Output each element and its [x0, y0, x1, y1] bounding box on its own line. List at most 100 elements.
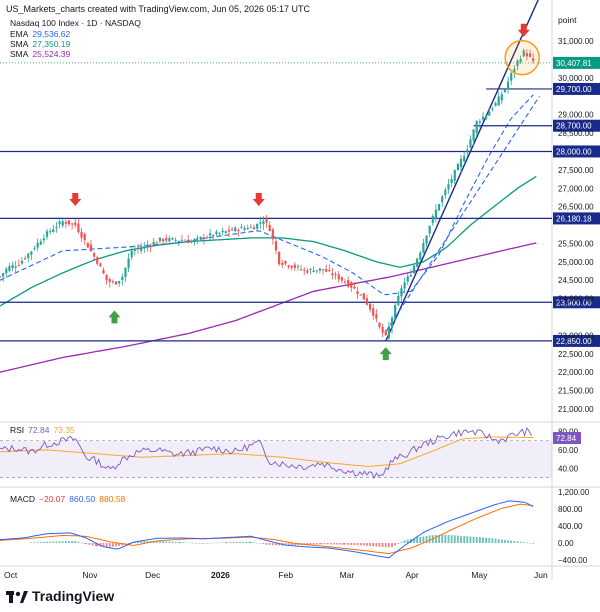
macd-hist-bar: [336, 543, 339, 545]
time-tick-label: 2026: [211, 570, 230, 580]
macd-hist-bar: [391, 543, 393, 548]
macd-hist-bar: [447, 534, 450, 543]
macd-hist-bar: [384, 543, 387, 548]
candle-body: [20, 260, 24, 264]
rsi-pane: 80.00 60.00 40.00 72.84: [0, 426, 581, 480]
candle-body: [111, 281, 115, 283]
candle-body: [412, 265, 416, 274]
legend-ema[interactable]: EMA 29,536.62: [10, 29, 70, 39]
candle-body: [234, 227, 237, 231]
macd-hist-bar: [284, 543, 287, 546]
price-tick-label: 27,500.00: [558, 166, 594, 175]
candle-body: [343, 281, 347, 283]
macd-hist-bar: [463, 536, 466, 543]
macd-hist-bar: [378, 543, 381, 547]
legend-sma-200[interactable]: SMA 25,524.39: [10, 49, 70, 59]
candle-body: [259, 222, 262, 224]
price-tick-label: 25,000.00: [558, 258, 594, 267]
legend-sma-50[interactable]: SMA 27,350.19: [10, 39, 70, 49]
macd-hist-bar: [137, 541, 139, 543]
candle-body: [271, 229, 274, 240]
tradingview-logo[interactable]: TradingView: [6, 588, 114, 604]
grid: [0, 0, 600, 580]
macd-hist-bar: [519, 541, 522, 543]
macd-hist-bar: [245, 541, 248, 543]
candle-body: [143, 246, 146, 249]
candle-body: [469, 139, 472, 148]
macd-hist-bar: [369, 543, 371, 547]
macd-hist-bar: [388, 543, 390, 548]
candle-body: [209, 233, 212, 236]
candle-body: [121, 276, 124, 281]
candle-body: [287, 265, 290, 267]
candle-body: [472, 129, 475, 141]
candle-body: [503, 89, 507, 92]
macd-hist-bar: [179, 542, 182, 543]
macd-hist-bar: [478, 537, 481, 543]
macd-hist-bar: [497, 539, 500, 543]
legend-sma-200-value: 25,524.39: [32, 49, 71, 59]
rsi-legend[interactable]: RSI 72.84 73.35: [10, 425, 75, 435]
time-tick-label: Apr: [405, 570, 418, 580]
macd-hist-bar: [507, 540, 509, 543]
tradingview-brand: TradingView: [32, 588, 115, 604]
candle-body: [444, 189, 447, 196]
candle-body: [199, 236, 202, 240]
candle-body: [146, 245, 149, 248]
price-tick-label: 31,000.00: [558, 37, 594, 46]
candle-body: [49, 231, 52, 233]
price-tick-label: 24,500.00: [558, 276, 594, 285]
level-label-box: [553, 296, 600, 309]
price-axis: point 31,000.00 30,000.00 29,000.00 28,500.0…: [558, 15, 594, 414]
candle-body: [400, 288, 403, 297]
candle-body: [516, 60, 519, 66]
macd-hist-bar: [397, 543, 400, 544]
macd-hist-bar: [185, 542, 188, 543]
candle-body: [365, 298, 369, 305]
rsi-value: 72.84: [28, 425, 50, 435]
macd-hist-bar: [347, 543, 350, 545]
macd-legend[interactable]: MACD −20.07 860.50 880.58: [10, 494, 125, 504]
macd-hist-bar: [323, 543, 326, 545]
rsi-band: [0, 440, 552, 478]
macd-hist-bar: [226, 542, 229, 543]
legend-ema-name: EMA: [10, 29, 29, 39]
macd-hist-bar: [472, 536, 475, 543]
candle-body: [384, 330, 387, 335]
candle-body: [528, 53, 532, 57]
candle-body: [387, 326, 391, 339]
macd-tick-label: 0.00: [558, 539, 574, 548]
level-label: 28,700.00: [556, 122, 592, 131]
macd-hist-bar: [30, 542, 33, 544]
macd-hist-bar: [232, 542, 235, 543]
macd-signal-line: [0, 503, 534, 555]
candle-body: [215, 231, 218, 235]
macd-hist-bar: [140, 541, 143, 543]
price-tick-label: 30,000.00: [558, 74, 594, 83]
candle-body: [42, 238, 46, 241]
candle-body: [92, 253, 96, 257]
macd-hist-bar: [504, 540, 506, 543]
arrow-up-icon: [108, 310, 121, 324]
time-tick-label: Dec: [145, 570, 161, 580]
rsi-ma-line: [0, 436, 534, 467]
symbol-legend[interactable]: Nasdaq 100 Index · 1D · NASDAQ: [10, 18, 141, 28]
candle-body: [11, 264, 14, 269]
macd-hist-bar: [250, 541, 252, 543]
candle-body: [409, 275, 412, 277]
ema-line: [0, 94, 534, 296]
macd-hist-bar: [293, 543, 296, 546]
candle-body: [183, 241, 187, 243]
candle-body: [136, 247, 140, 249]
macd-hist-bar: [450, 535, 453, 543]
macd-hist-bar: [457, 535, 459, 543]
candle-body: [306, 270, 309, 273]
price-tick-label: 21,000.00: [558, 405, 594, 414]
candle-body: [513, 68, 516, 73]
macd-hist-bar: [221, 542, 224, 543]
candle-body: [202, 237, 205, 239]
candle-body: [431, 216, 434, 224]
candle-body: [278, 251, 281, 265]
candle-body: [67, 220, 71, 225]
macd-hist-bar: [494, 538, 497, 543]
